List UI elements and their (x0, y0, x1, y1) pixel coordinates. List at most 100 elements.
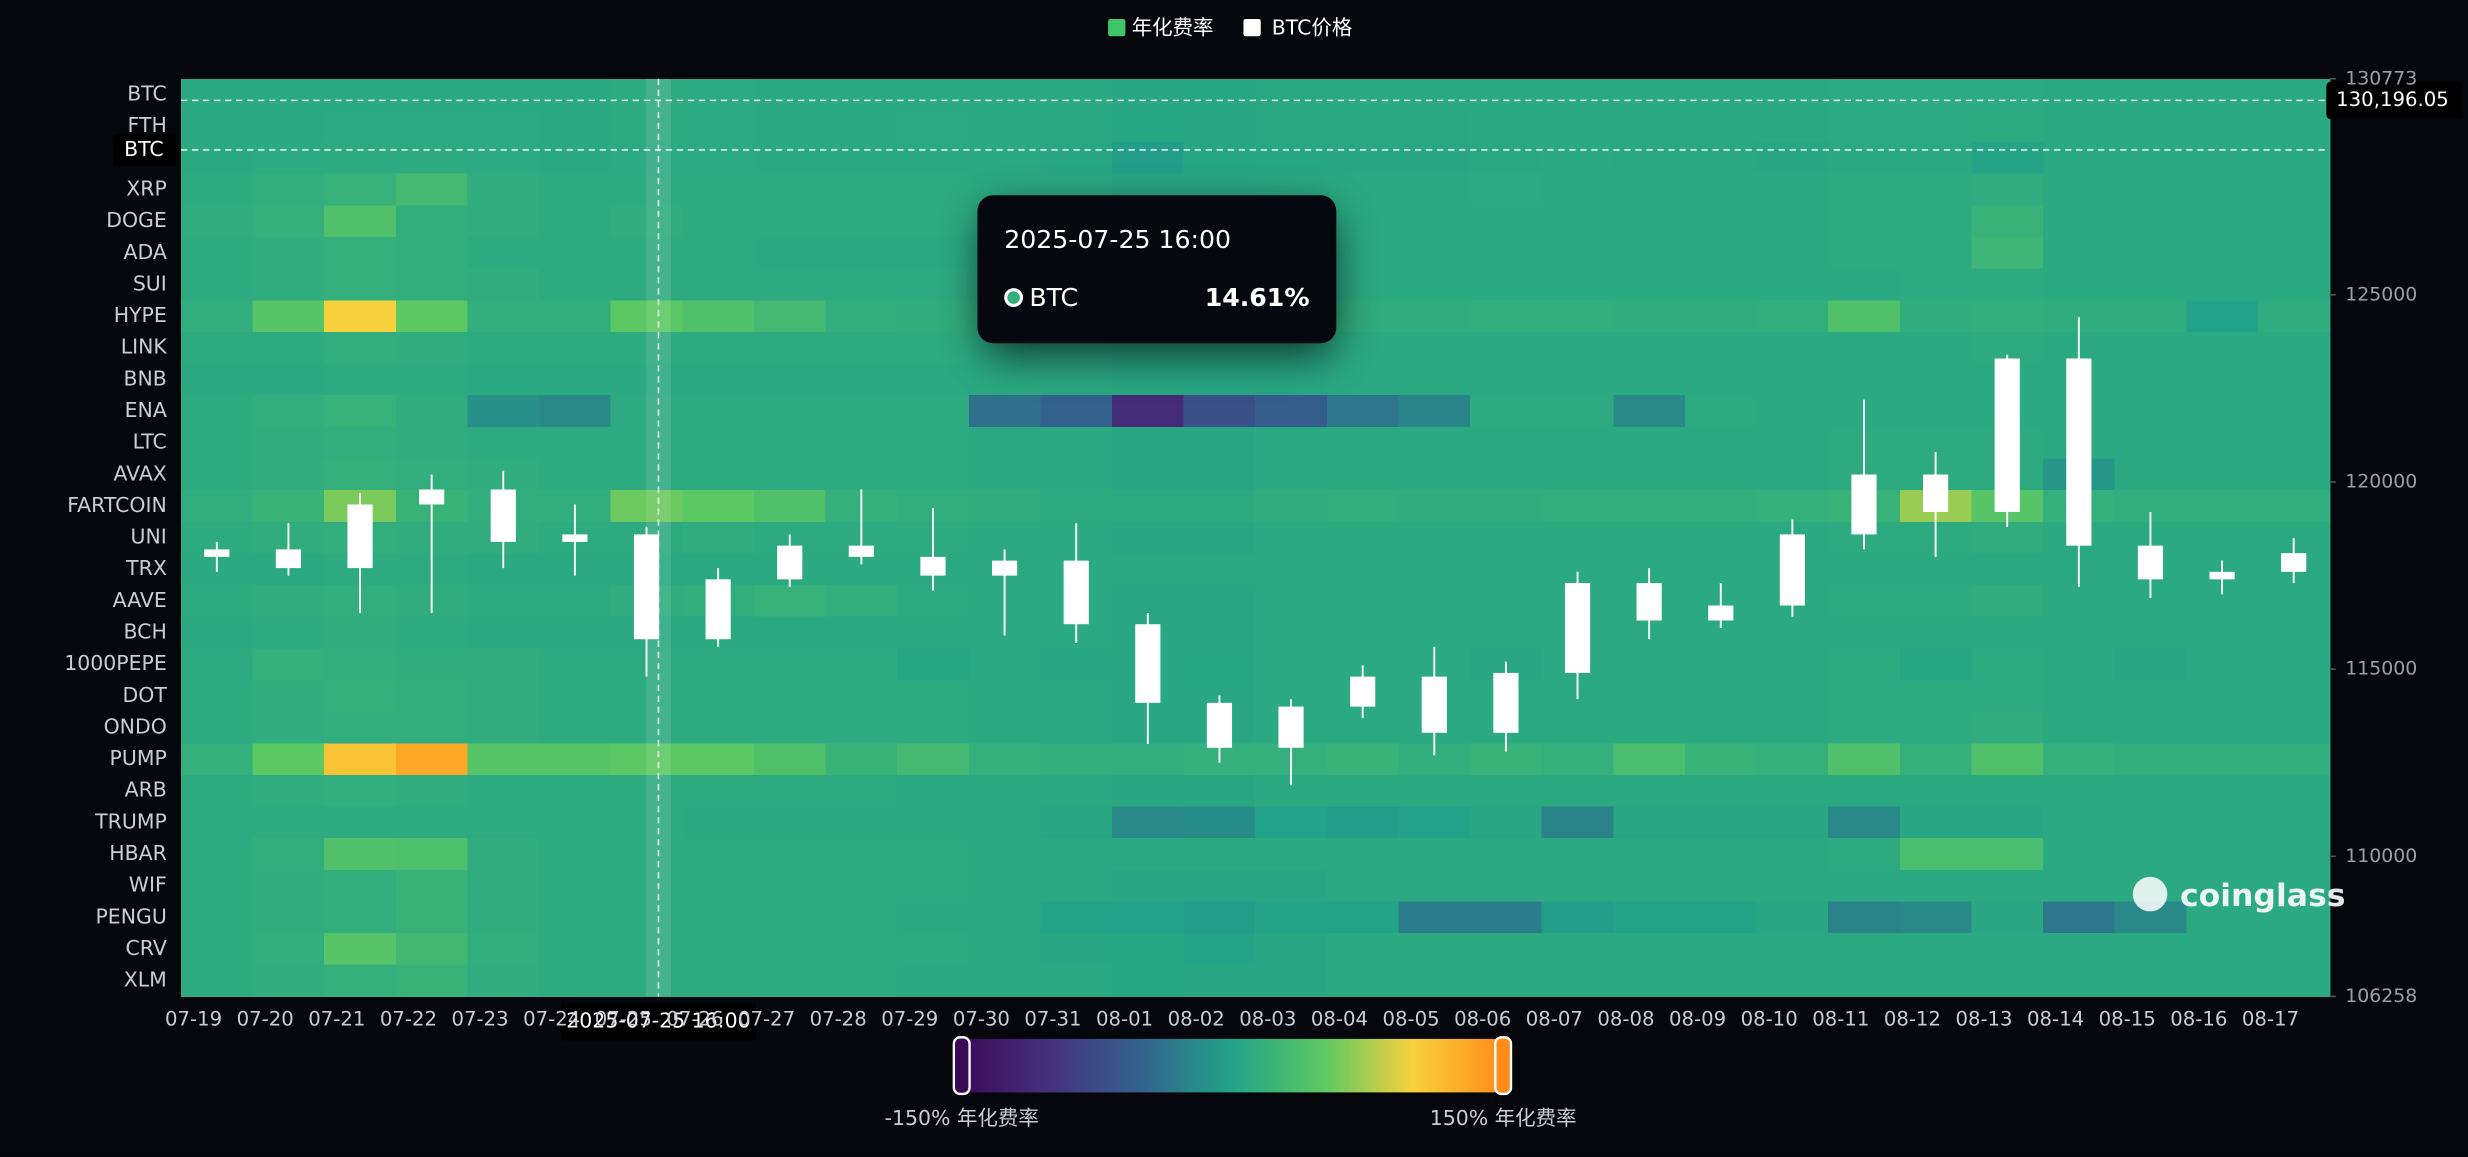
x-tick-label: 08-17 (2242, 1008, 2299, 1031)
heat-cell (1112, 933, 1185, 966)
heat-cell (968, 711, 1042, 745)
heat-cell (1541, 426, 1615, 460)
heat-cell (252, 236, 326, 270)
heat-cell (539, 964, 612, 998)
heat-cell (825, 426, 898, 460)
row-label: FARTCOIN (67, 493, 167, 517)
heat-cell (1326, 774, 1400, 808)
heat-cell (897, 331, 970, 365)
candle-body (204, 549, 230, 557)
heat-cell (968, 521, 1042, 555)
x-tick-label: 08-02 (1168, 1008, 1225, 1031)
heat-cell (1756, 268, 1829, 302)
heat-cell (753, 236, 827, 270)
heat-cell (395, 78, 469, 112)
heat-cell (753, 838, 827, 871)
heat-cell (1684, 774, 1758, 808)
heat-cell (897, 395, 970, 428)
row-label: BNB (123, 366, 166, 390)
heat-cell (825, 774, 898, 808)
heat-cell (467, 838, 540, 871)
heat-cell (897, 142, 970, 175)
heat-cell (1112, 395, 1185, 428)
legend-label[interactable]: 年化费率 (1132, 15, 1214, 39)
heat-cell (395, 173, 469, 207)
heat-cell (1398, 553, 1471, 586)
heat-cell (1541, 173, 1615, 207)
heat-cell (825, 173, 898, 207)
heat-cell (897, 648, 970, 681)
heat-cell (2043, 236, 2116, 270)
heat-cell (1756, 901, 1829, 934)
heat-cell (1040, 458, 1113, 491)
heat-cell (1183, 964, 1257, 998)
heat-cell (2114, 743, 2188, 776)
legend-label[interactable]: BTC价格 (1272, 15, 1353, 39)
heat-cell (1899, 585, 1973, 618)
heat-cell (181, 142, 254, 175)
heat-cell (682, 964, 755, 998)
heat-cell (1613, 806, 1686, 839)
heat-cell (1756, 363, 1829, 396)
heat-cell (395, 142, 469, 175)
heat-cell (1326, 964, 1400, 998)
heat-cell (897, 901, 970, 934)
heat-cell (825, 616, 898, 650)
heat-cell (1398, 774, 1471, 808)
heat-cell (1183, 774, 1257, 808)
heat-cell (1756, 838, 1829, 871)
heat-cell (1255, 585, 1328, 618)
heat-cell (1398, 363, 1471, 396)
heat-cell (1183, 142, 1257, 175)
heat-cell (1541, 236, 1615, 270)
heat-cell (753, 142, 827, 175)
heat-cell (1183, 458, 1257, 491)
heat-cell (1899, 395, 1973, 428)
heat-cell (610, 806, 684, 839)
candle-body (1994, 358, 2020, 512)
heat-cell (2257, 426, 2331, 460)
heat-cell (2257, 236, 2331, 270)
colorbar-handle[interactable] (952, 1036, 971, 1096)
heat-cell (539, 205, 612, 238)
heat-cell (1326, 78, 1400, 112)
x-tick-label: 07-21 (308, 1008, 365, 1031)
heat-cell (1398, 933, 1471, 966)
legend-swatch[interactable] (1243, 18, 1261, 37)
heat-cell (1470, 458, 1543, 491)
pointer-x-label-bg (560, 1002, 757, 1041)
y2-tick-label: 106258 (2345, 985, 2417, 1007)
heat-cell (2186, 205, 2259, 238)
heat-cell (1971, 806, 2044, 839)
heat-cell (897, 743, 970, 776)
heat-cell (1899, 679, 1973, 713)
heat-cell (1684, 648, 1758, 681)
heat-cell (1255, 616, 1328, 650)
heat-cell (1541, 869, 1615, 903)
heat-cell (2043, 78, 2116, 112)
heat-cell (395, 363, 469, 396)
heat-cell (1684, 521, 1758, 555)
heat-cell (324, 458, 397, 491)
pointer-x-label: 2025-07-25 16:00 (566, 1009, 750, 1033)
heat-cell (2186, 331, 2259, 365)
heat-cell (1470, 236, 1543, 270)
heat-cell (1470, 490, 1543, 523)
heat-cell (1541, 838, 1615, 871)
heat-cell (968, 679, 1042, 713)
legend-swatch[interactable] (1108, 18, 1126, 37)
heat-cell (395, 268, 469, 302)
heat-cell (897, 236, 970, 270)
heat-cell (2043, 869, 2116, 903)
heat-cell (610, 363, 684, 396)
heat-cell (252, 648, 326, 681)
heat-cell (682, 331, 755, 365)
colorbar-handle[interactable] (1494, 1036, 1513, 1096)
heat-cell (1613, 173, 1686, 207)
heat-cell (753, 711, 827, 745)
heat-cell (825, 901, 898, 934)
heat-cell (324, 806, 397, 839)
heat-cell (2114, 679, 2188, 713)
heat-cell (395, 901, 469, 934)
heat-cell (1684, 236, 1758, 270)
